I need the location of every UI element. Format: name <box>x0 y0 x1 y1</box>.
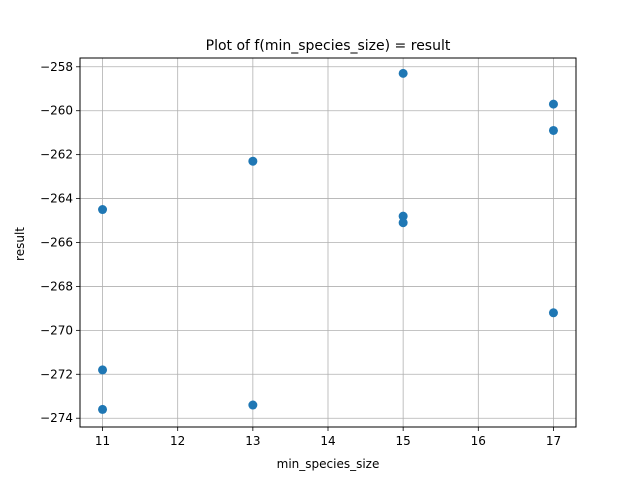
scatter-point <box>398 218 408 228</box>
y-tick-label: −264 <box>40 192 73 206</box>
chart-title: Plot of f(min_species_size) = result <box>206 38 451 54</box>
scatter-point <box>98 365 108 375</box>
grid <box>80 58 576 427</box>
scatter-point <box>248 156 258 166</box>
y-tick-label: −268 <box>40 279 73 293</box>
y-tick-label: −266 <box>40 236 73 250</box>
x-tick-label: 12 <box>170 434 185 448</box>
y-axis-ticks: −274 −272 −270 −268 −266 −264 −262 −260 −258 <box>40 60 80 425</box>
scatter-point <box>98 205 108 215</box>
scatter-point <box>548 308 558 318</box>
scatter-point <box>398 211 408 221</box>
x-tick-label: 13 <box>245 434 260 448</box>
scatter-point <box>98 404 108 414</box>
x-tick-label: 11 <box>95 434 110 448</box>
scatter-point <box>548 125 558 135</box>
x-axis-label: min_species_size <box>277 457 380 471</box>
x-tick-label: 14 <box>320 434 335 448</box>
y-axis-label: result <box>13 227 27 261</box>
x-axis-ticks: 11 12 13 14 15 16 17 <box>95 427 561 448</box>
y-tick-label: −274 <box>40 411 73 425</box>
scatter-point <box>548 99 558 109</box>
x-tick-label: 15 <box>396 434 411 448</box>
x-tick-label: 17 <box>546 434 561 448</box>
y-tick-label: −272 <box>40 367 73 381</box>
y-tick-label: −270 <box>40 323 73 337</box>
scatter-point <box>398 68 408 78</box>
x-tick-label: 16 <box>471 434 486 448</box>
scatter-point <box>248 400 258 410</box>
data-points <box>98 68 558 414</box>
y-tick-label: −262 <box>40 148 73 162</box>
y-tick-label: −258 <box>40 60 73 74</box>
y-tick-label: −260 <box>40 104 73 118</box>
